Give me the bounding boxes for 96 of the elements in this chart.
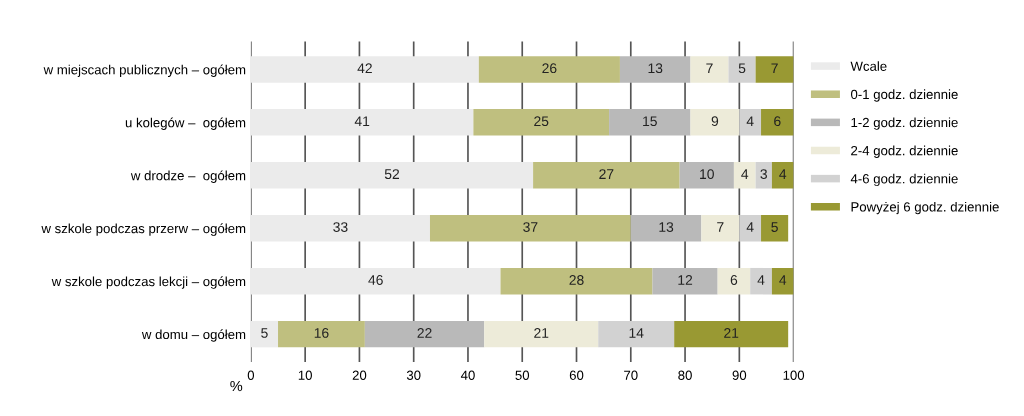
bar [630, 215, 702, 242]
bar [690, 56, 729, 83]
bar [739, 215, 762, 242]
bar [739, 109, 762, 136]
data-label: 21 [534, 328, 549, 338]
bar [690, 109, 740, 136]
bar [364, 320, 485, 348]
data-label: 6 [774, 116, 781, 127]
bar [429, 215, 631, 242]
data-label: 6 [730, 275, 738, 285]
data-label: 7 [771, 63, 778, 73]
bar [250, 267, 501, 295]
data-label: 42 [357, 63, 372, 73]
legend-label: 2-4 godz. dziennie [851, 145, 958, 158]
bar [771, 267, 794, 295]
data-label: 5 [261, 328, 268, 338]
legend-label: 4-6 godz. dziennie [850, 173, 958, 187]
x-tick-label: 70 [624, 370, 638, 380]
x-tick-label: 60 [569, 370, 584, 380]
bar [652, 267, 718, 295]
data-label: 4 [746, 222, 754, 232]
bar [250, 162, 534, 189]
data-label: 9 [711, 116, 719, 127]
data-label: 10 [700, 169, 714, 180]
y-tick-label: w domu – ogółem [141, 329, 246, 342]
bar [278, 320, 365, 348]
bar [533, 162, 680, 189]
bar [755, 162, 772, 189]
bar [500, 267, 653, 295]
y-tick-label: w miejscach publicznych – ogółem [43, 64, 246, 77]
data-label: 12 [678, 275, 693, 285]
bar [733, 162, 756, 189]
data-label: 22 [417, 328, 432, 338]
bar [761, 109, 794, 136]
legend-label: Powyżej 6 godz. dziennie [851, 201, 999, 215]
legend-label: Wcale [850, 61, 887, 71]
bar [250, 109, 474, 136]
y-tick-label: w szkole podczas przerw – ogółem [41, 223, 246, 236]
bar [250, 56, 479, 83]
y-tick-label: u kolegów – ogółem [125, 117, 246, 130]
x-tick-label: 80 [678, 370, 692, 380]
data-label: 14 [629, 328, 644, 338]
data-label: 13 [659, 222, 674, 232]
bar [755, 56, 794, 83]
data-label: 25 [534, 116, 549, 127]
bar [598, 320, 675, 348]
data-label: 41 [354, 116, 370, 126]
data-label: 4 [779, 169, 787, 179]
bar [484, 320, 599, 348]
data-label: 3 [760, 169, 767, 180]
bar [717, 267, 751, 295]
data-label: 37 [523, 222, 538, 232]
bar [674, 320, 789, 348]
y-tick-label: w drodze – ogółem [130, 170, 246, 183]
data-label: 5 [738, 63, 746, 74]
bar [761, 215, 789, 242]
bar [473, 109, 610, 136]
bar [478, 56, 620, 83]
data-label: 26 [542, 63, 557, 74]
data-label: 27 [599, 169, 614, 179]
data-label: 4 [746, 116, 754, 126]
data-label: 52 [384, 169, 400, 180]
data-label: 21 [724, 328, 739, 338]
legend-label: 1-2 godz. dziennie [851, 117, 958, 130]
data-label: 46 [368, 275, 383, 285]
bar [750, 267, 772, 295]
x-tick-label: 90 [732, 370, 747, 380]
bar [609, 109, 691, 136]
data-label: 33 [333, 222, 348, 232]
x-tick-label: 0 [247, 370, 255, 380]
data-label: 7 [706, 63, 713, 73]
x-tick-label: 10 [298, 370, 312, 380]
x-tick-label: 30 [406, 370, 421, 380]
data-label: 4 [757, 275, 765, 285]
data-label: 7 [717, 222, 724, 232]
bar [701, 215, 740, 242]
x-tick-label: 40 [460, 370, 475, 380]
bar [619, 56, 691, 83]
data-label: 16 [314, 328, 329, 338]
bar [771, 162, 794, 189]
data-label: 13 [648, 63, 663, 74]
data-label: 4 [741, 169, 749, 179]
legend-label: 0-1 godz. dziennie [851, 89, 958, 102]
y-tick-label: w szkole podczas lekcji – ogółem [51, 276, 246, 289]
bar [728, 56, 756, 83]
bar [250, 215, 430, 242]
data-label: 15 [643, 116, 657, 127]
x-axis-title: % [230, 380, 243, 392]
data-label: 4 [779, 275, 787, 285]
x-tick-label: 100 [783, 370, 805, 380]
data-label: 5 [771, 222, 778, 232]
x-tick-label: 50 [515, 370, 530, 380]
x-tick-label: 20 [352, 370, 367, 380]
bar [679, 162, 734, 189]
bar [250, 320, 279, 348]
data-label: 28 [569, 275, 584, 285]
